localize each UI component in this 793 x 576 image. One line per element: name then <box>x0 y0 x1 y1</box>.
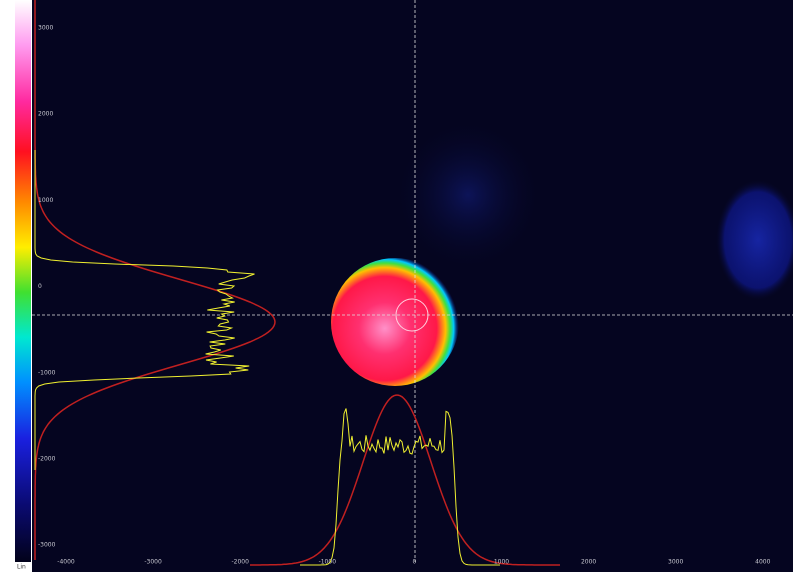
y-tick-label: -2000 <box>38 456 56 463</box>
x-tick-label: -2000 <box>231 559 249 566</box>
colorbar-label: Lin <box>17 564 26 571</box>
y-tick-label: -3000 <box>38 542 56 549</box>
ghost-spot <box>398 123 538 267</box>
x-tick-label: 3000 <box>668 559 683 566</box>
x-tick-label: 0 <box>412 559 416 566</box>
y-tick-label: 3000 <box>38 25 53 32</box>
x-tick-label: 2000 <box>581 559 596 566</box>
colorbar <box>15 0 31 562</box>
x-tick-label: -4000 <box>57 559 75 566</box>
y-tick-label: 1000 <box>38 197 53 204</box>
y-tick-label: 2000 <box>38 111 53 118</box>
x-tick-label: 1000 <box>494 559 509 566</box>
x-tick-label: -3000 <box>144 559 162 566</box>
beam-spot <box>331 258 459 386</box>
x-tick-label: -1000 <box>319 559 337 566</box>
y-tick-label: 0 <box>38 283 42 290</box>
beam-profiler-view: Lin 3000 2000 1000 0 -1000 -2000 -3000 -4000 -30… <box>0 0 793 572</box>
x-tick-label: 4000 <box>755 559 770 566</box>
y-tick-label: -1000 <box>38 369 56 376</box>
